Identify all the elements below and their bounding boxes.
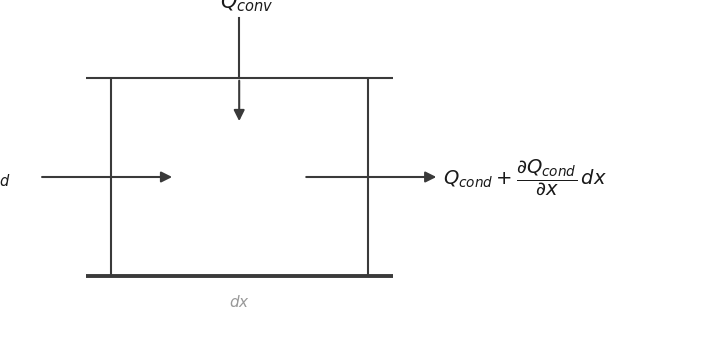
Text: $Q_{cond}+\dfrac{\partial Q_{cond}}{\partial x}\,dx$: $Q_{cond}+\dfrac{\partial Q_{cond}}{\par… [443,157,606,197]
Text: $dx$: $dx$ [228,294,250,310]
Text: $Q_{conv}$: $Q_{conv}$ [220,0,273,14]
Text: $Q_{cond}$: $Q_{cond}$ [0,165,11,189]
